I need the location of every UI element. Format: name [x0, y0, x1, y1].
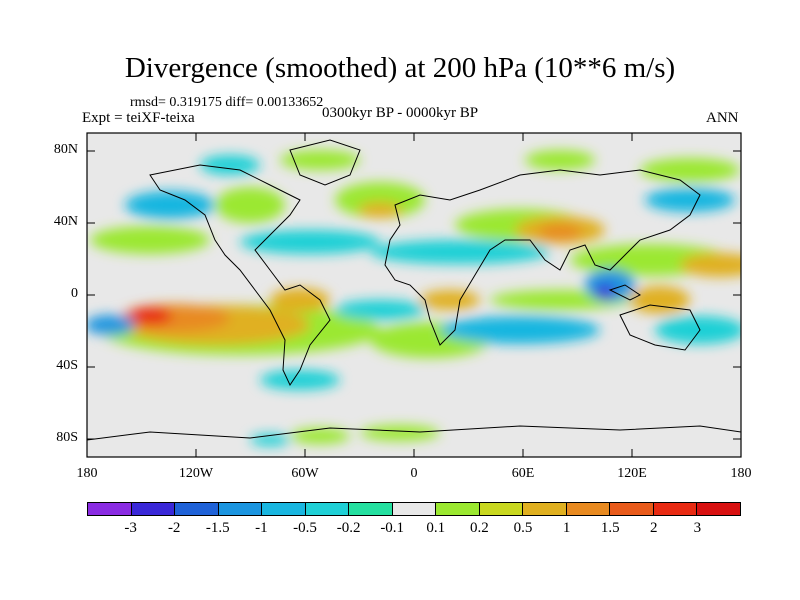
colorbar-swatch — [697, 503, 740, 515]
colorbar-swatch — [436, 503, 480, 515]
colorbar-label: 1.5 — [600, 520, 620, 536]
period-label: 0300kyr BP - 0000kyr BP — [322, 105, 479, 121]
colorbar-label: -3 — [124, 520, 137, 536]
colorbar-label: 3 — [693, 520, 702, 536]
rmsd-diff-stats: rmsd= 0.319175 diff= 0.00133652 — [130, 95, 324, 110]
colorbar-label: 0.5 — [513, 520, 533, 536]
colorbar-swatch — [523, 503, 567, 515]
lat-label: 0 — [71, 286, 78, 301]
colorbar-swatch — [262, 503, 306, 515]
colorbar-swatch — [175, 503, 219, 515]
lon-label: 180 — [730, 466, 752, 481]
lon-label: 60W — [291, 466, 319, 481]
colorbar-swatch — [349, 503, 393, 515]
lon-label: 120W — [178, 466, 214, 481]
colorbar-swatch — [305, 503, 350, 515]
lat-label: 40N — [53, 214, 78, 229]
colorbar-label: -1.5 — [205, 520, 230, 536]
lat-label: 80N — [53, 142, 78, 157]
axis-ticks — [86, 133, 742, 457]
colorbar-swatch — [218, 503, 263, 515]
colorbar-label: -0.5 — [293, 520, 317, 536]
experiment-label: Expt = teiXF-teixa — [82, 110, 195, 126]
colorbar-swatch — [566, 503, 611, 515]
lon-label: 180 — [76, 466, 98, 481]
divergence-field — [87, 150, 741, 446]
colorbar-swatch — [131, 503, 176, 515]
colorbar-swatch — [653, 503, 698, 515]
season-label: ANN — [706, 110, 739, 126]
colorbar-label: 2 — [650, 520, 658, 536]
colorbar-label: 0.1 — [426, 520, 446, 536]
lat-label: 80S — [56, 430, 78, 445]
colorbar-label: -1 — [255, 520, 268, 536]
colorbar-label: -0.1 — [380, 520, 405, 536]
colorbar-label: -0.2 — [336, 520, 361, 536]
colorbar-swatch — [479, 503, 524, 515]
lon-label: 60E — [511, 466, 535, 481]
lat-label: 40S — [56, 358, 78, 373]
colorbar-label: 0.2 — [470, 520, 489, 536]
colorbar-swatch — [392, 503, 437, 515]
coastlines — [87, 139, 741, 441]
colorbar-swatch — [610, 503, 654, 515]
colorbar — [87, 502, 741, 516]
chart-title: Divergence (smoothed) at 200 hPa (10**6 … — [124, 52, 676, 84]
colorbar-swatch — [88, 503, 132, 515]
colorbar-label: -2 — [167, 520, 181, 536]
lon-label: 120E — [617, 466, 647, 481]
colorbar-label: 1 — [562, 520, 571, 536]
lon-label: 0 — [410, 466, 418, 481]
